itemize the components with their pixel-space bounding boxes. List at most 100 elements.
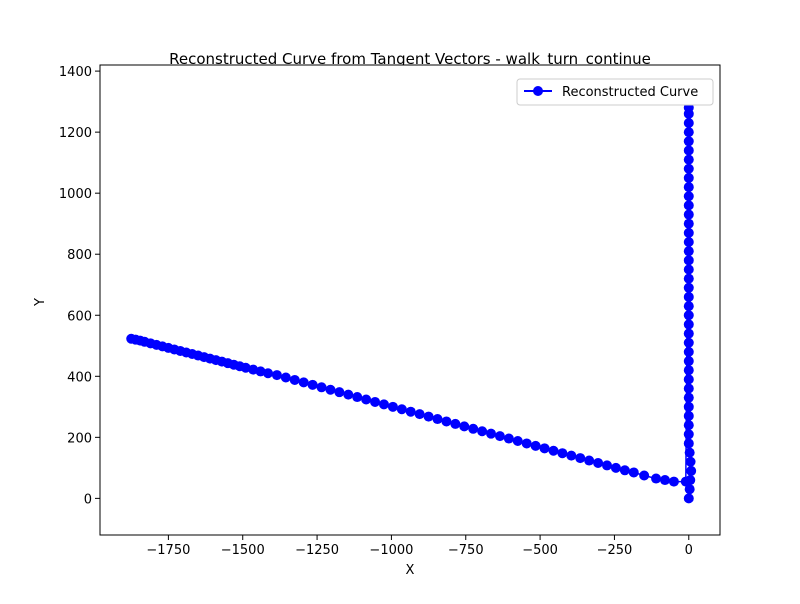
legend-label: Reconstructed Curve [562,85,698,100]
y-tick-label: 1400 [59,65,92,80]
data-point [298,377,309,388]
data-point [593,457,604,468]
data-point [683,356,694,367]
data-point [684,447,695,458]
data-point [325,384,336,395]
data-point [486,428,497,439]
data-point [450,418,461,429]
data-point [468,423,479,434]
legend: Reconstructed Curve [516,78,714,106]
data-point [548,445,559,456]
y-tick-label: 1200 [59,126,92,141]
data-point [441,416,452,427]
y-tick-label: 400 [67,370,92,385]
data-point [334,387,345,398]
data-point [619,465,630,476]
data-point [521,438,532,449]
data-point [503,433,514,444]
data-point [683,374,694,385]
data-point [659,475,670,486]
data-point [539,443,550,454]
data-point [683,328,694,339]
data-point [566,450,577,461]
legend-point-marker [533,86,543,96]
data-point [683,337,694,348]
data-point [289,374,300,385]
data-point [639,470,650,481]
x-axis: −1750 −1500 −1250 −1000 −750 −500 −250 0 [146,535,693,558]
chart-title: Reconstructed Curve from Tangent Vectors… [169,50,651,69]
data-point [459,421,470,432]
data-point [512,436,523,446]
data-point [361,394,372,405]
data-point [651,473,662,484]
x-axis-label: X [406,563,415,578]
data-point [683,310,694,321]
x-tick-label: −1750 [146,543,190,558]
data-point [683,410,694,421]
data-point [316,382,327,393]
data-point [575,453,586,464]
y-axis: 0 200 400 600 800 1000 1200 1400 [59,65,100,507]
data-point [610,462,621,473]
data-point [602,460,612,471]
data-point [683,218,694,229]
data-point [530,440,541,451]
data-point [370,396,381,407]
x-tick-label: 0 [685,543,693,558]
y-tick-label: 600 [67,309,92,324]
data-point [684,484,695,495]
y-tick-label: 800 [67,248,92,263]
data-point [683,365,694,376]
x-tick-label: −250 [597,543,633,558]
data-point [683,493,694,504]
data-point [683,163,694,174]
data-point [423,411,434,422]
data-point [396,404,407,415]
data-point [280,372,291,383]
data-point [352,392,363,403]
x-tick-label: −1500 [221,543,265,558]
data-point [683,227,694,238]
x-tick-label: −1000 [369,543,413,558]
data-point [680,476,691,487]
data-point [343,389,354,400]
data-point [683,182,694,193]
y-tick-label: 1000 [59,187,92,202]
y-tick-label: 200 [67,431,92,446]
data-point [683,401,694,412]
data-point [683,209,694,220]
data-point [683,200,694,211]
plot-frame [99,64,721,536]
x-tick-label: −1250 [295,543,339,558]
data-point [477,426,488,437]
data-point [683,246,694,257]
x-tick-label: −500 [522,543,558,558]
data-point [271,370,282,381]
data-point [683,145,694,156]
data-point [683,237,694,248]
data-point [414,409,425,420]
plot-area [100,65,720,535]
data-point [683,346,694,357]
data-point [683,154,694,165]
data-point [494,431,505,442]
data-point [683,420,694,431]
data-point [683,383,694,394]
data-point [683,264,694,275]
data-point [557,448,568,459]
data-point [405,406,416,417]
data-point [683,429,694,440]
data-point [683,191,694,202]
y-tick-label: 0 [84,492,92,507]
data-point [683,392,694,403]
data-point [628,467,639,478]
data-point [307,379,318,390]
data-point [683,291,694,302]
series-layer [126,96,697,504]
data-point [683,117,694,128]
data-point [387,401,398,412]
data-point [683,255,694,266]
y-axis-label: Y [33,298,48,307]
